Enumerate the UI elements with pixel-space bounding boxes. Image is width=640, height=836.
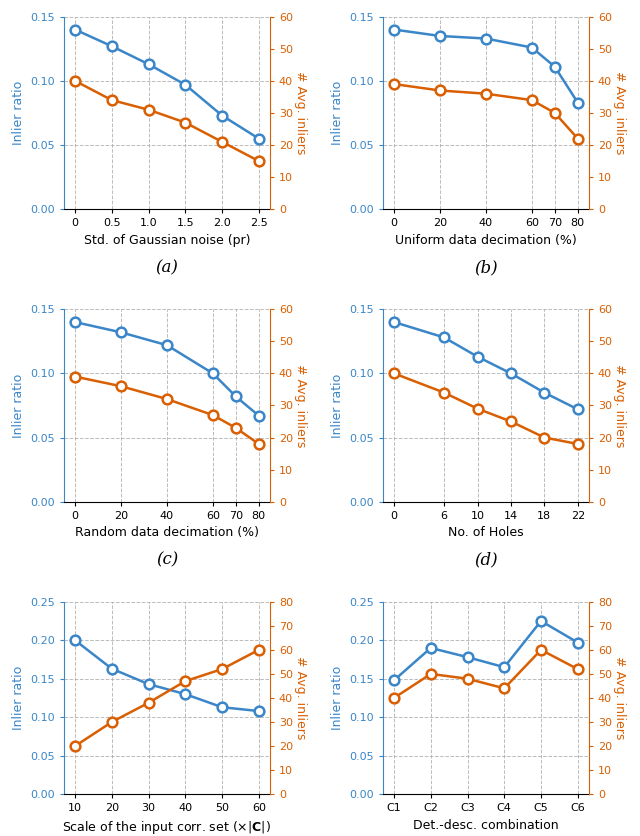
- Y-axis label: Inlier ratio: Inlier ratio: [331, 374, 344, 437]
- Y-axis label: # Avg. inliers: # Avg. inliers: [613, 656, 626, 740]
- X-axis label: Std. of Gaussian noise (pr): Std. of Gaussian noise (pr): [84, 234, 250, 247]
- Y-axis label: # Avg. inliers: # Avg. inliers: [613, 364, 626, 447]
- Y-axis label: Inlier ratio: Inlier ratio: [12, 81, 25, 145]
- Text: (a): (a): [156, 259, 179, 277]
- X-axis label: Scale of the input corr. set ($\times|\mathbf{C}|$): Scale of the input corr. set ($\times|\m…: [63, 818, 271, 836]
- Text: (b): (b): [474, 259, 498, 277]
- Y-axis label: Inlier ratio: Inlier ratio: [12, 665, 25, 730]
- X-axis label: Det.-desc. combination: Det.-desc. combination: [413, 818, 559, 832]
- Y-axis label: Inlier ratio: Inlier ratio: [331, 81, 344, 145]
- Text: (d): (d): [474, 552, 498, 568]
- X-axis label: Uniform data decimation (%): Uniform data decimation (%): [395, 234, 577, 247]
- Y-axis label: # Avg. inliers: # Avg. inliers: [294, 656, 307, 740]
- Text: (c): (c): [156, 552, 178, 568]
- X-axis label: No. of Holes: No. of Holes: [448, 527, 524, 539]
- X-axis label: Random data decimation (%): Random data decimation (%): [75, 527, 259, 539]
- Y-axis label: # Avg. inliers: # Avg. inliers: [294, 364, 307, 447]
- Y-axis label: Inlier ratio: Inlier ratio: [331, 665, 344, 730]
- Y-axis label: Inlier ratio: Inlier ratio: [12, 374, 25, 437]
- Y-axis label: # Avg. inliers: # Avg. inliers: [613, 71, 626, 155]
- Y-axis label: # Avg. inliers: # Avg. inliers: [294, 71, 307, 155]
